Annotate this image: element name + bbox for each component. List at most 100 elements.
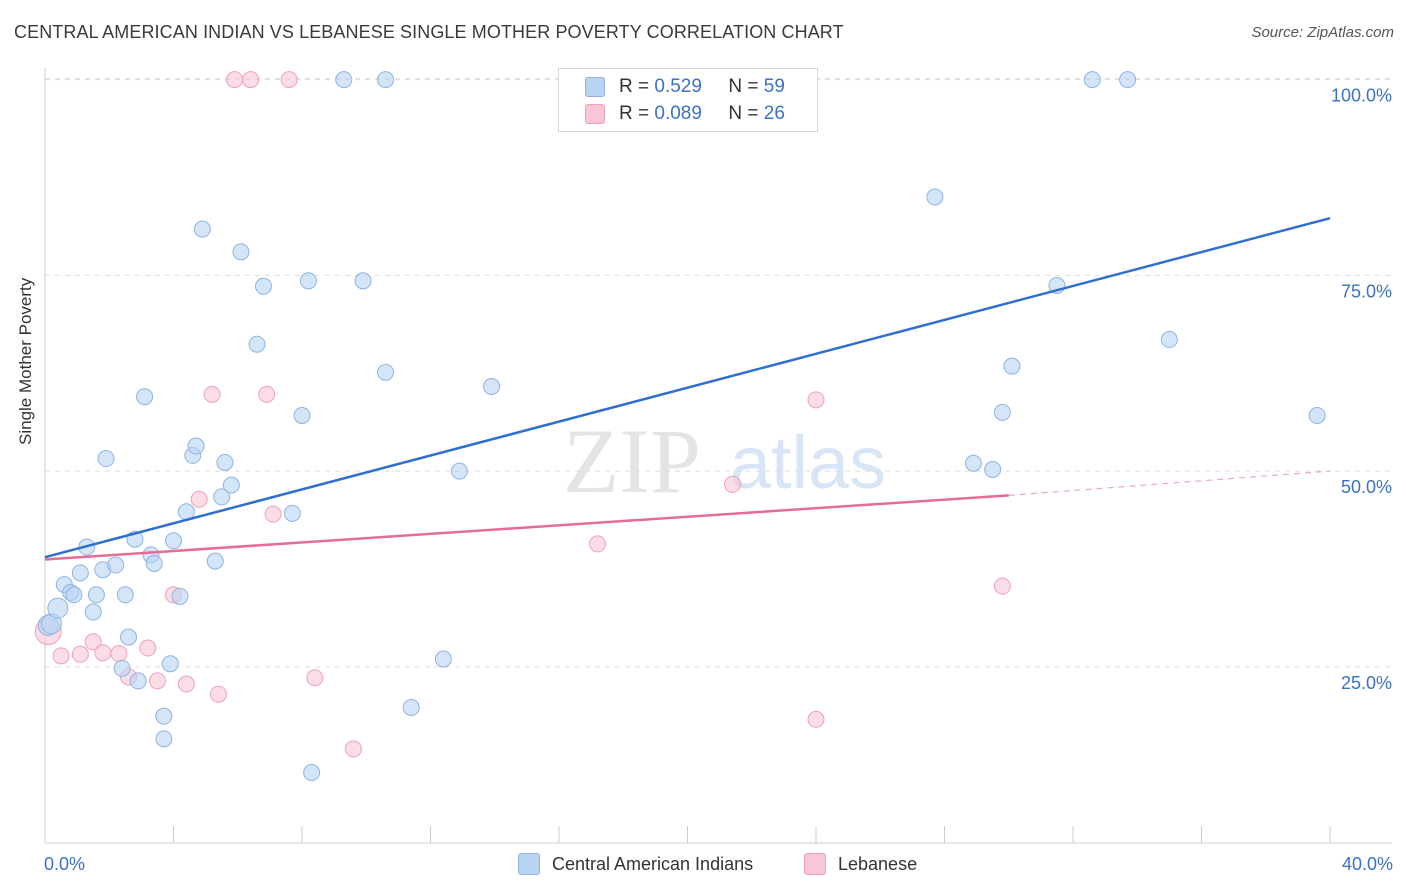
r-value: 0.089 bbox=[654, 103, 702, 124]
central-american-indian-point bbox=[335, 71, 353, 89]
central-american-indian-trend-line bbox=[44, 216, 1331, 559]
lebanese-point bbox=[280, 71, 298, 89]
lebanese-point bbox=[52, 647, 70, 665]
central-american-indian-point bbox=[47, 597, 69, 619]
central-american-indian-point bbox=[155, 707, 173, 725]
x-tick-labels: 0.0% 40.0% bbox=[44, 854, 1393, 874]
lebanese-point bbox=[589, 535, 607, 553]
r-label: R = bbox=[619, 76, 650, 97]
central-american-indian-point bbox=[1308, 406, 1326, 424]
legend-item-central-american-indians: Central American Indians bbox=[518, 852, 753, 876]
chart-title: CENTRAL AMERICAN INDIAN VS LEBANESE SING… bbox=[14, 22, 844, 42]
central-american-indian-point bbox=[248, 335, 266, 353]
central-american-indian-point bbox=[293, 406, 311, 424]
lebanese-point bbox=[723, 475, 741, 493]
pink-swatch bbox=[804, 853, 826, 875]
central-american-indian-point bbox=[984, 461, 1002, 479]
central-american-indian-point bbox=[165, 532, 182, 550]
r-label: R = bbox=[619, 103, 650, 124]
lebanese-point bbox=[190, 490, 208, 508]
central-american-indian-point bbox=[161, 655, 179, 673]
n-label: N = bbox=[728, 103, 759, 124]
central-american-indian-point bbox=[483, 378, 501, 396]
central-american-indian-point bbox=[232, 243, 250, 261]
y-tick-label: 75.0% bbox=[1341, 281, 1392, 301]
lebanese-point bbox=[807, 710, 825, 728]
lebanese-point bbox=[344, 740, 362, 758]
central-american-indian-point bbox=[97, 450, 115, 468]
y-tick-label: 100.0% bbox=[1331, 86, 1392, 106]
central-american-indian-point bbox=[354, 272, 372, 290]
central-american-indian-point bbox=[283, 504, 301, 522]
lebanese-point bbox=[177, 675, 195, 693]
central-american-indian-point bbox=[136, 388, 154, 406]
lebanese-point bbox=[242, 71, 260, 89]
central-american-indian-point bbox=[87, 586, 105, 604]
blue-swatch bbox=[518, 853, 540, 875]
central-american-indian-point bbox=[1119, 71, 1137, 89]
central-american-indian-point bbox=[71, 564, 89, 582]
trend-lines bbox=[44, 216, 1331, 561]
central-american-indian-point bbox=[84, 603, 102, 621]
central-american-indian-point bbox=[116, 586, 134, 604]
central-american-indian-point bbox=[299, 272, 317, 290]
lebanese-point bbox=[209, 685, 227, 703]
central-american-indian-point bbox=[206, 552, 224, 570]
central-american-indian-point bbox=[129, 672, 147, 690]
central-american-indian-point bbox=[254, 277, 272, 295]
lebanese-point bbox=[203, 385, 221, 403]
central-american-indian-point bbox=[65, 586, 83, 604]
zipatlas-watermark: ZIP atlas bbox=[563, 410, 886, 512]
lebanese-trend-extension bbox=[1008, 470, 1331, 496]
central-american-indian-point bbox=[1160, 331, 1178, 349]
y-tick-label: 50.0% bbox=[1341, 477, 1392, 497]
watermark-atlas: atlas bbox=[730, 421, 886, 504]
lebanese-point bbox=[84, 633, 102, 651]
lebanese-point bbox=[71, 645, 89, 663]
central-american-indian-points bbox=[37, 71, 1326, 782]
central-american-indian-point bbox=[993, 403, 1011, 421]
lebanese-point bbox=[807, 391, 825, 409]
lebanese-point bbox=[148, 672, 166, 690]
x-tick-label: 0.0% bbox=[44, 854, 85, 874]
central-american-indian-point bbox=[964, 454, 982, 472]
central-american-indian-point bbox=[434, 650, 452, 668]
central-american-indian-point bbox=[450, 462, 468, 480]
watermark-zip: ZIP bbox=[563, 410, 701, 512]
central-american-indian-point bbox=[377, 363, 395, 381]
central-american-indian-point bbox=[1003, 357, 1021, 375]
lebanese-point bbox=[110, 645, 128, 663]
central-american-indian-point bbox=[303, 764, 321, 782]
central-american-indian-point bbox=[120, 628, 138, 646]
central-american-indian-point bbox=[402, 699, 420, 717]
central-american-indian-point bbox=[113, 659, 131, 677]
central-american-indian-point bbox=[155, 730, 173, 748]
lebanese-point bbox=[258, 385, 276, 403]
central-american-indian-point bbox=[926, 188, 944, 206]
central-american-indian-point bbox=[213, 488, 231, 506]
y-axis-label: Single Mother Poverty bbox=[16, 277, 35, 445]
central-american-indian-point bbox=[377, 71, 395, 89]
lebanese-trend-line bbox=[44, 494, 1009, 561]
n-value: 59 bbox=[763, 76, 785, 97]
central-american-indian-point bbox=[193, 220, 211, 238]
blue-swatch bbox=[585, 77, 605, 97]
r-value: 0.529 bbox=[654, 76, 702, 97]
source-label: Source: ZipAtlas.com bbox=[1251, 24, 1394, 41]
legend-item-lebanese: Lebanese bbox=[804, 852, 917, 876]
central-american-indian-point bbox=[187, 437, 205, 455]
central-american-indian-point bbox=[1083, 71, 1101, 89]
stats-row-central-american-indians: R = 0.529 N = 59 bbox=[585, 74, 785, 100]
x-tick-label: 40.0% bbox=[1342, 854, 1393, 874]
lebanese-point bbox=[139, 639, 157, 657]
lebanese-point bbox=[993, 577, 1011, 595]
stats-legend: R = 0.529 N = 59 R = 0.089 N = 26 bbox=[558, 68, 818, 132]
central-american-indian-point bbox=[222, 476, 240, 494]
lebanese-points bbox=[34, 71, 1011, 758]
lebanese-point bbox=[94, 644, 112, 662]
legend-label: Central American Indians bbox=[552, 853, 754, 874]
lebanese-point bbox=[226, 71, 244, 89]
central-american-indian-point bbox=[145, 554, 163, 572]
y-tick-label: 25.0% bbox=[1341, 673, 1392, 693]
